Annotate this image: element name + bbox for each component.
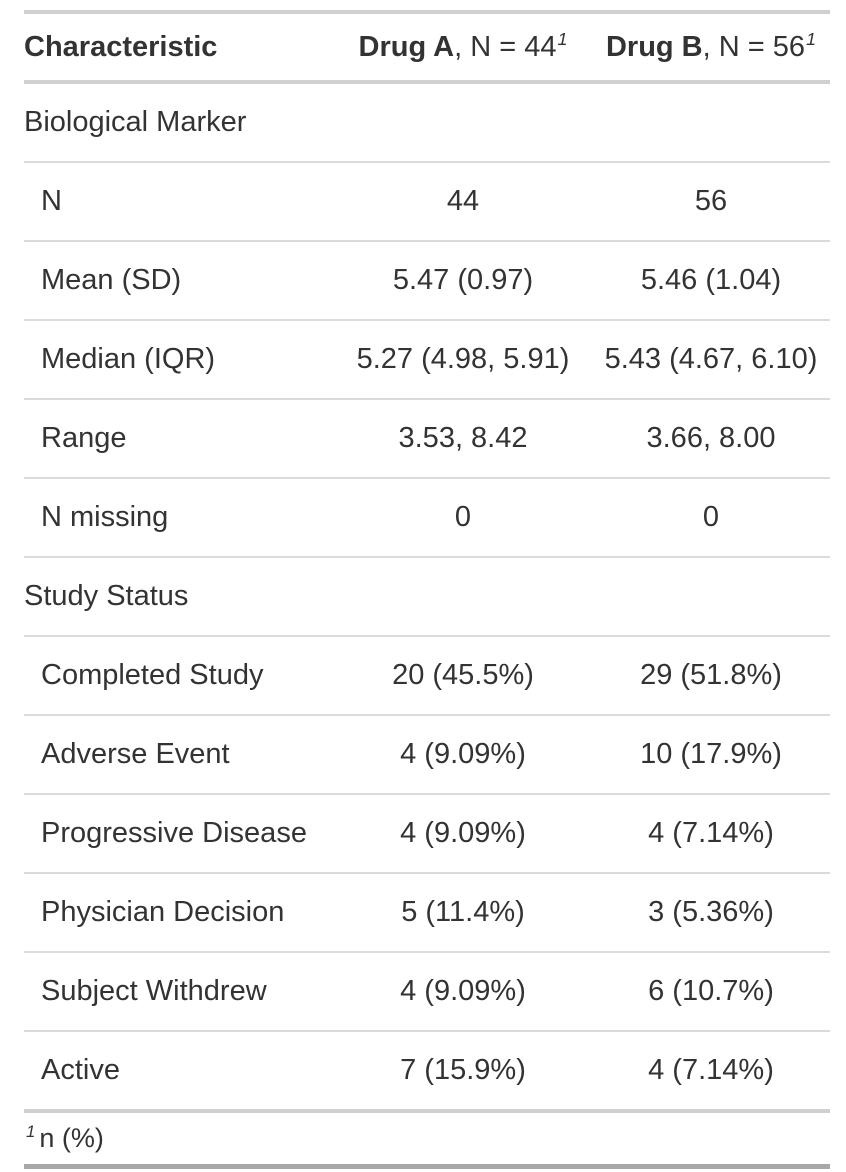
row-label: Mean (SD) — [24, 240, 334, 320]
footnote-text: n (%) — [39, 1123, 104, 1153]
table-row: Study Status — [24, 556, 830, 636]
row-label: Biological Marker — [24, 106, 247, 138]
table-row: N 44 56 — [24, 161, 830, 241]
column-header-drug-b: Drug B, N = 561 — [592, 12, 830, 84]
drug-b-n: , N = 56 — [702, 31, 806, 63]
cell-drug-b: 3.66, 8.00 — [592, 398, 830, 478]
row-label: N — [24, 161, 334, 241]
summary-table: Characteristic Drug A, N = 441 Drug B, N… — [24, 10, 830, 1169]
table-row: Range 3.53, 8.42 3.66, 8.00 — [24, 398, 830, 478]
footnote-mark-icon: 1 — [557, 29, 568, 50]
drug-b-label: Drug B — [605, 31, 703, 63]
cell-drug-a: 0 — [334, 477, 592, 557]
footnote-mark-icon: 1 — [806, 29, 817, 50]
table-body: Biological Marker N 44 56 Mean (SD) 5.47… — [24, 82, 830, 1111]
table-row: Completed Study 20 (45.5%) 29 (51.8%) — [24, 635, 830, 715]
table-row: Mean (SD) 5.47 (0.97) 5.46 (1.04) — [24, 240, 830, 320]
cell-drug-b: 4 (7.14%) — [592, 1030, 830, 1111]
cell-drug-b: 6 (10.7%) — [592, 951, 830, 1031]
cell-drug-b: 3 (5.36%) — [592, 872, 830, 952]
table-row: Progressive Disease 4 (9.09%) 4 (7.14%) — [24, 793, 830, 873]
row-label: Completed Study — [24, 635, 334, 715]
cell-drug-b: 29 (51.8%) — [592, 635, 830, 715]
cell-drug-b: 5.46 (1.04) — [592, 240, 830, 320]
cell-drug-a: 4 (9.09%) — [334, 951, 592, 1031]
table-row: Physician Decision 5 (11.4%) 3 (5.36%) — [24, 872, 830, 952]
footnote-mark-icon: 1 — [26, 1122, 36, 1141]
table-row: Biological Marker — [24, 82, 830, 162]
cell-drug-a: 5.27 (4.98, 5.91) — [334, 319, 592, 399]
cell-drug-a: 4 (9.09%) — [334, 714, 592, 794]
row-label: Median (IQR) — [24, 319, 334, 399]
column-header-drug-a: Drug A, N = 441 — [334, 12, 592, 84]
table-row: N missing 0 0 — [24, 477, 830, 557]
drug-a-label: Drug A — [358, 31, 455, 63]
cell-drug-a — [334, 82, 592, 162]
row-label: Physician Decision — [24, 872, 334, 952]
row-label: Subject Withdrew — [24, 951, 334, 1031]
header-row: Characteristic Drug A, N = 441 Drug B, N… — [24, 12, 830, 84]
cell-drug-a: 5.47 (0.97) — [334, 240, 592, 320]
cell-drug-b: 4 (7.14%) — [592, 793, 830, 873]
cell-drug-b: 5.43 (4.67, 6.10) — [592, 319, 830, 399]
cell-drug-a: 7 (15.9%) — [334, 1030, 592, 1111]
cell-drug-a — [334, 556, 592, 636]
row-label: Adverse Event — [24, 714, 334, 794]
cell-drug-a: 5 (11.4%) — [334, 872, 592, 952]
row-label: N missing — [24, 477, 334, 557]
table-row: Subject Withdrew 4 (9.09%) 6 (10.7%) — [24, 951, 830, 1031]
row-label: Study Status — [24, 556, 334, 636]
row-label: Range — [24, 398, 334, 478]
row-label: Active — [24, 1030, 334, 1111]
table-row: Adverse Event 4 (9.09%) 10 (17.9%) — [24, 714, 830, 794]
table-row: Active 7 (15.9%) 4 (7.14%) — [24, 1030, 830, 1111]
drug-a-n: , N = 44 — [454, 31, 557, 63]
cell-drug-b: 0 — [592, 477, 830, 557]
cell-drug-b — [592, 82, 830, 162]
cell-drug-a: 4 (9.09%) — [334, 793, 592, 873]
table-row: Median (IQR) 5.27 (4.98, 5.91) 5.43 (4.6… — [24, 319, 830, 399]
cell-drug-b: 10 (17.9%) — [592, 714, 830, 794]
cell-drug-a: 3.53, 8.42 — [334, 398, 592, 478]
cell-drug-a: 20 (45.5%) — [334, 635, 592, 715]
cell-drug-b: 56 — [592, 161, 830, 241]
column-header-characteristic: Characteristic — [24, 12, 334, 84]
cell-drug-a: 44 — [334, 161, 592, 241]
table-header: Characteristic Drug A, N = 441 Drug B, N… — [24, 12, 830, 84]
row-label: Progressive Disease — [24, 793, 334, 873]
cell-drug-b — [592, 556, 830, 636]
